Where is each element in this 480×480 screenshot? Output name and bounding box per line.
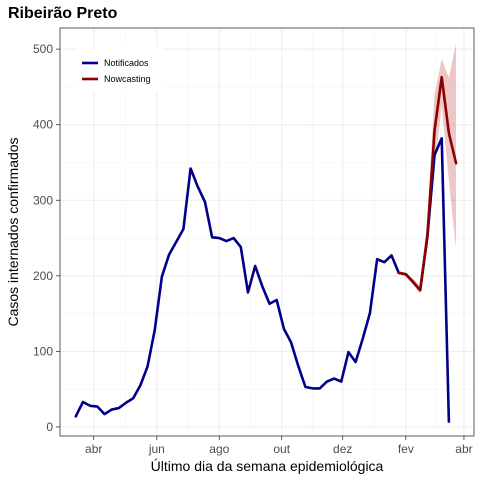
panel-border: [59, 27, 475, 437]
x-tick-label: out: [273, 442, 290, 456]
series-points: [75, 77, 457, 422]
legend-box: [76, 46, 164, 92]
y-axis-label: Casos internados confirmados: [5, 137, 21, 326]
y-tick-label: 500: [33, 42, 53, 56]
legend-label-notificados: Notificados: [104, 58, 149, 68]
x-tick-label: abr: [85, 442, 102, 456]
x-tick-label: ago: [209, 442, 229, 456]
nowcasting-band: [398, 43, 457, 294]
series-lines: [74, 75, 458, 423]
x-tick-label: jun: [148, 442, 165, 456]
y-axis: 0 100 200 300 400 500: [33, 42, 60, 434]
y-tick-label: 100: [33, 344, 53, 358]
x-axis: abr jun ago out dez fev abr: [85, 436, 473, 456]
legend-label-nowcasting: Nowcasting: [104, 74, 151, 84]
series-line-notificados: [74, 137, 451, 423]
y-tick-label: 200: [33, 269, 53, 283]
x-tick-label: fev: [398, 442, 414, 456]
legend: Notificados Nowcasting: [76, 46, 164, 92]
chart-title: Ribeirão Preto: [8, 5, 118, 22]
y-tick-label: 400: [33, 118, 53, 132]
x-axis-label: Último dia da semana epidemiológica: [151, 458, 384, 474]
nowcasting-interval-band: [398, 43, 457, 294]
y-tick-label: 300: [33, 193, 53, 207]
y-tick-label: 0: [46, 420, 53, 434]
x-tick-label: abr: [455, 442, 472, 456]
x-tick-label: dez: [333, 442, 352, 456]
